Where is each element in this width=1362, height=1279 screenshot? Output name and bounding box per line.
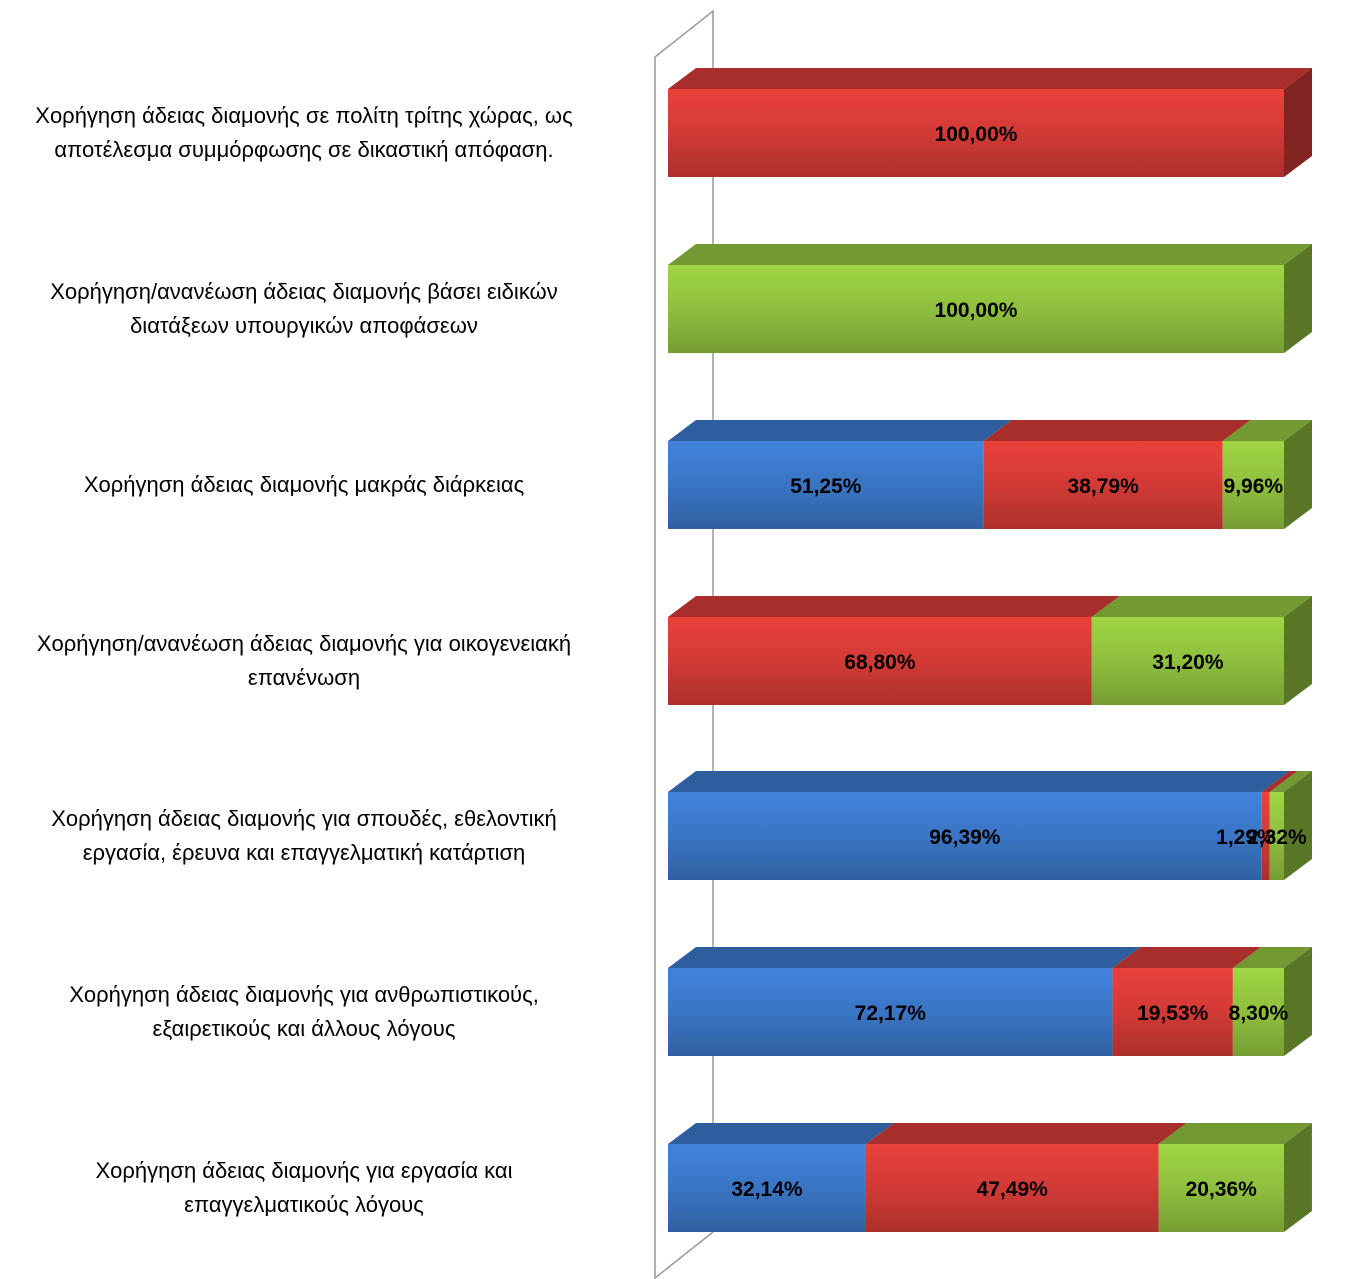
bar-side-face (1284, 420, 1312, 529)
bar-group (668, 771, 1312, 880)
bar-group (668, 1123, 1312, 1232)
bar-segment (668, 1144, 866, 1232)
category-label-line: εργασία, έρευνα και επαγγελματική κατάρτ… (82, 840, 526, 865)
bar-group (668, 68, 1312, 177)
data-label: 100,00% (935, 299, 1018, 322)
bar-top-face (983, 420, 1251, 441)
bar-segment (1222, 441, 1284, 529)
bar-top-face (668, 947, 1141, 968)
bar-side-face (1284, 771, 1312, 880)
bar-group (668, 596, 1312, 705)
bar-segment (668, 265, 1284, 353)
category-label-line: Χορήγηση άδειας διαμονής μακράς διάρκεια… (83, 472, 525, 497)
bar-top-face (1261, 771, 1298, 792)
bar-top-face (668, 420, 1012, 441)
bar-segment (668, 968, 1113, 1056)
bar-top-face (668, 771, 1290, 792)
bar-side-face (1284, 244, 1312, 353)
bar-top-face (668, 68, 1312, 89)
bar-segment (668, 89, 1284, 177)
category-label: Χορήγηση άδειας διαμονής σε πολίτη τρίτη… (0, 99, 624, 167)
data-label: 2,32% (1247, 826, 1307, 849)
bar-top-face (668, 1123, 894, 1144)
category-label: Χορήγηση άδειας διαμονής για σπουδές, εθ… (0, 802, 624, 870)
bar-segment (1261, 792, 1270, 880)
data-label: 1,29% (1216, 826, 1276, 849)
data-label: 38,79% (1068, 475, 1140, 498)
category-label-line: Χορήγηση/ανανέωση άδειας διαμονής για οι… (36, 631, 572, 656)
category-label-line: αποτέλεσμα συμμόρφωσης σε δικαστική απόφ… (54, 137, 554, 162)
bar-side-face (1284, 596, 1312, 705)
data-label: 9,96% (1224, 475, 1284, 498)
category-label-line: επαγγελματικούς λόγους (184, 1192, 424, 1217)
bar-group (668, 244, 1312, 353)
bar-top-face (1112, 947, 1261, 968)
category-label-line: διατάξεων υπουργικών αποφάσεων (130, 313, 478, 338)
category-label-line: Χορήγηση άδειας διαμονής για ανθρωπιστικ… (69, 982, 539, 1007)
category-label: Χορήγηση άδειας διαμονής μακράς διάρκεια… (0, 468, 624, 502)
category-label-line: Χορήγηση/ανανέωση άδειας διαμονής βάσει … (50, 279, 558, 304)
bar-top-face (1232, 947, 1312, 968)
bar-side-face (1284, 68, 1312, 177)
bar-segment (1112, 968, 1233, 1056)
bar-top-face (1269, 771, 1312, 792)
bar-segment (668, 441, 984, 529)
category-label: Χορήγηση/ανανέωση άδειας διαμονής βάσει … (0, 275, 624, 343)
bar-segment (1269, 792, 1284, 880)
category-label-line: Χορήγηση άδειας διαμονής για σπουδές, εθ… (51, 806, 557, 831)
bar-segment (1158, 1144, 1284, 1232)
bar-segment (1232, 968, 1284, 1056)
bar-side-face (1283, 1123, 1312, 1232)
bar-top-face (668, 244, 1312, 265)
category-label-line: Χορήγηση άδειας διαμονής σε πολίτη τρίτη… (35, 103, 573, 128)
data-label: 96,39% (929, 826, 1001, 849)
bar-segment (668, 792, 1262, 880)
data-label: 19,53% (1137, 1002, 1209, 1025)
data-label: 47,49% (977, 1178, 1049, 1201)
bar-segment (668, 617, 1092, 705)
data-label: 20,36% (1186, 1178, 1258, 1201)
bar-top-face (1222, 420, 1312, 441)
bar-top-face (668, 596, 1120, 617)
data-label: 31,20% (1152, 651, 1224, 674)
category-label: Χορήγηση άδειας διαμονής για ανθρωπιστικ… (0, 978, 624, 1046)
data-label: 8,30% (1229, 1002, 1289, 1025)
category-label: Χορήγηση άδειας διαμονής για εργασία και… (0, 1154, 624, 1222)
category-label: Χορήγηση/ανανέωση άδειας διαμονής για οι… (0, 627, 624, 695)
data-label: 51,25% (790, 475, 862, 498)
bar-group (668, 420, 1312, 529)
category-label-line: επανένωση (247, 665, 361, 690)
category-label-line: εξαιρετικούς και άλλους λόγους (152, 1016, 456, 1041)
data-label: 32,14% (731, 1178, 803, 1201)
data-label: 68,80% (844, 651, 916, 674)
bar-segment (865, 1144, 1159, 1232)
bar-top-face (1091, 596, 1312, 617)
data-label: 100,00% (935, 123, 1018, 146)
bar-top-face (1158, 1123, 1312, 1144)
bar-side-face (1284, 947, 1312, 1056)
bar-group (668, 947, 1312, 1056)
data-label: 72,17% (855, 1002, 927, 1025)
category-label-line: Χορήγηση άδειας διαμονής για εργασία και (95, 1158, 513, 1183)
bar-top-face (865, 1123, 1187, 1144)
bar-segment (1091, 617, 1284, 705)
bar-segment (983, 441, 1223, 529)
